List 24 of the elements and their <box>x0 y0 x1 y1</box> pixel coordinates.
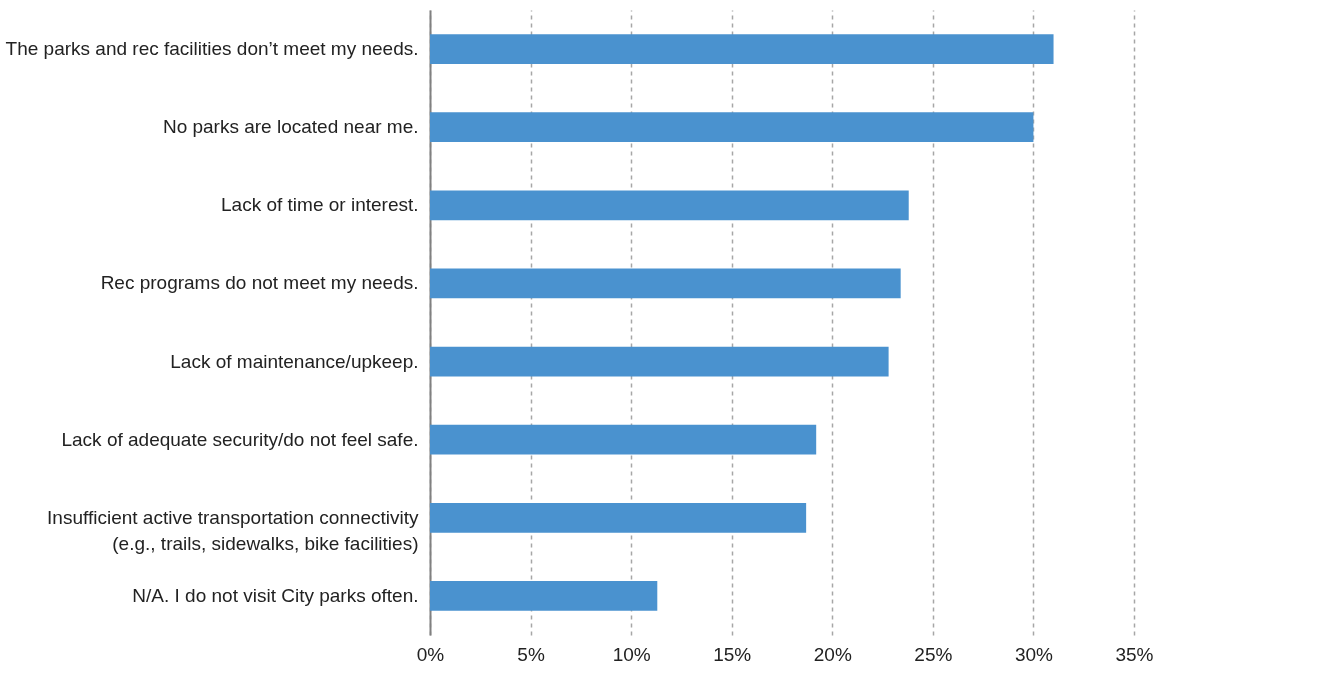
x-tick-label: 15% <box>713 643 752 665</box>
bar <box>430 581 658 611</box>
bar <box>430 268 901 299</box>
y-tick-label: No parks are located near me. <box>162 116 419 138</box>
y-tick-label: Lack of adequate security/do not feel safe. <box>61 428 419 450</box>
y-tick-label: Insufficient active transportation connectivity (e.g., trails, sidewalks, bike facilities) <box>47 506 419 554</box>
x-tick-label: 10% <box>612 643 651 665</box>
y-tick-label: The parks and rec facilities don’t meet my needs. <box>5 38 419 60</box>
y-tick-label: N/A. I do not visit City parks often. <box>132 584 419 606</box>
x-tick-label: 30% <box>1014 643 1054 665</box>
bar <box>430 346 889 377</box>
x-tick-label: 20% <box>813 643 852 665</box>
x-tick-label: 35% <box>1115 643 1154 665</box>
x-tick-label: 5% <box>517 643 545 665</box>
y-tick-label: Lack of time or interest. <box>221 194 419 216</box>
bar <box>430 112 1034 143</box>
bar <box>430 34 1054 64</box>
bar <box>430 424 817 455</box>
bar <box>430 190 909 221</box>
bar <box>430 502 807 533</box>
y-tick-label: Lack of maintenance/upkeep. <box>170 350 419 372</box>
x-tick-label: 0% <box>416 643 445 665</box>
x-tick-label: 25% <box>914 643 953 665</box>
y-tick-label: Rec programs do not meet my needs. <box>100 272 419 294</box>
